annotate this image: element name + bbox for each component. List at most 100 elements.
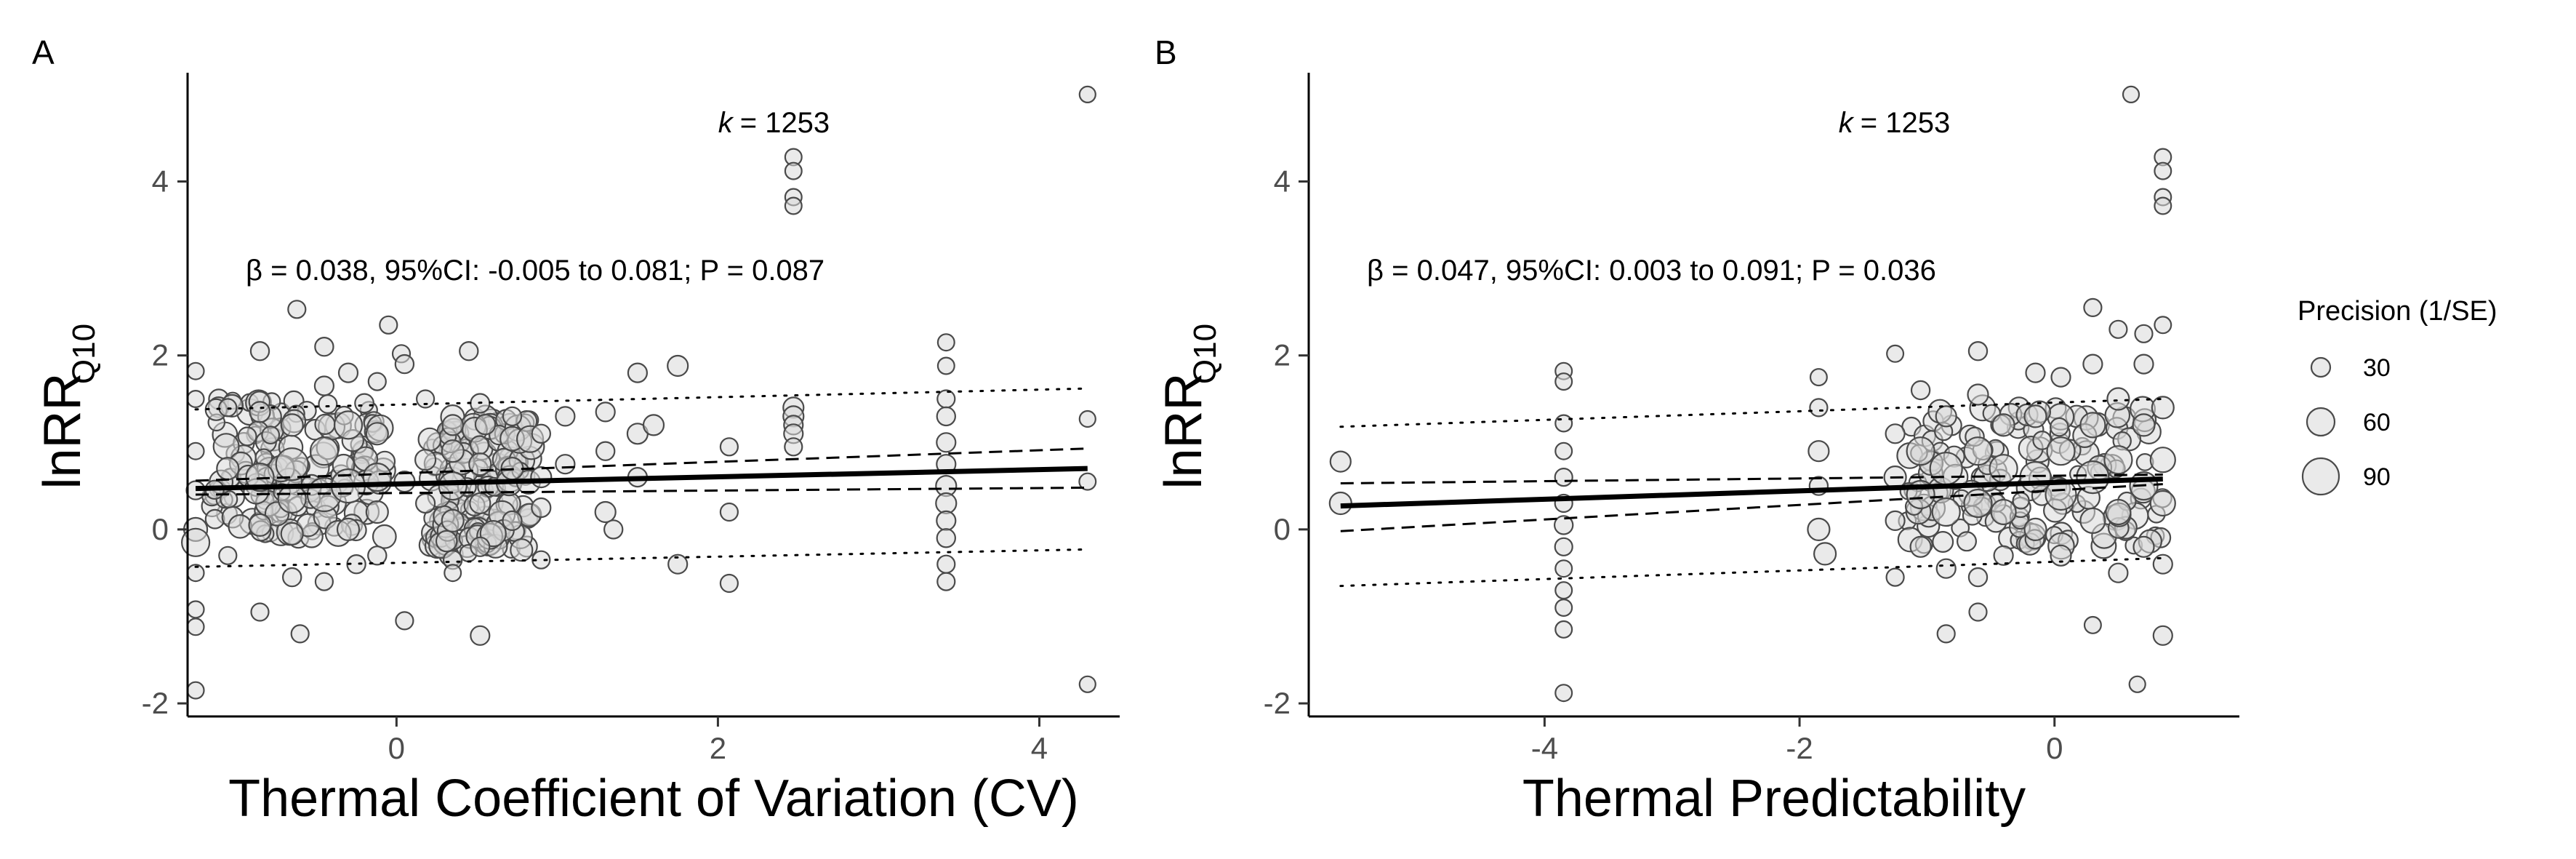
- data-point: [1885, 510, 1906, 532]
- x-tick-label: 0: [388, 731, 405, 765]
- data-point: [2012, 492, 2030, 510]
- data-point: [2019, 460, 2052, 494]
- data-point: [365, 422, 389, 446]
- data-point: [1554, 537, 1573, 556]
- data-point: [186, 442, 205, 460]
- panel-letter: A: [32, 33, 55, 71]
- x-tick-label: 4: [1031, 731, 1048, 765]
- data-point: [595, 441, 616, 461]
- confidence-interval-upper: [195, 447, 1088, 482]
- data-point: [470, 625, 491, 646]
- data-point: [1936, 624, 1956, 644]
- data-point: [2132, 413, 2156, 437]
- data-point: [594, 500, 617, 524]
- data-point: [414, 449, 437, 471]
- data-point: [1078, 675, 1096, 693]
- data-point: [469, 492, 491, 515]
- data-point: [469, 435, 489, 455]
- data-point: [936, 333, 955, 352]
- data-point: [1554, 598, 1573, 617]
- data-point: [309, 436, 339, 466]
- y-axis-title-main: lnRR: [1155, 372, 1213, 489]
- data-point: [2050, 367, 2071, 388]
- data-point: [784, 437, 803, 457]
- stats-annotation: β = 0.038, 95%CI: -0.005 to 0.081; P = 0…: [246, 255, 824, 287]
- y-tick-label: -2: [1264, 686, 1291, 720]
- data-point: [249, 341, 270, 361]
- y-tick-label: 2: [152, 338, 169, 372]
- data-point: [1957, 531, 1978, 552]
- data-point: [719, 573, 739, 594]
- y-axis-title-subscript: Q10: [1187, 324, 1223, 384]
- data-point: [1078, 472, 1097, 491]
- data-point: [2106, 387, 2130, 411]
- data-point: [502, 510, 523, 532]
- data-point: [1906, 436, 1935, 466]
- data-point: [555, 406, 576, 427]
- data-point: [2076, 460, 2110, 495]
- data-point: [2149, 490, 2176, 517]
- x-axis-title: Thermal Coefficient of Variation (CV): [228, 770, 1079, 828]
- data-point: [1963, 436, 1993, 466]
- y-tick-label: 0: [152, 512, 169, 546]
- data-point: [2133, 353, 2154, 375]
- data-point: [1885, 423, 1906, 444]
- data-point: [531, 497, 552, 519]
- data-point: [2151, 396, 2175, 420]
- data-point: [2108, 319, 2128, 339]
- legend-label: 90: [2363, 463, 2391, 491]
- k-annotation: k = 1253: [1839, 107, 1950, 139]
- data-point: [595, 401, 616, 423]
- x-tick-label: -2: [1786, 731, 1813, 765]
- data-point: [1813, 542, 1837, 566]
- data-point: [2108, 562, 2129, 583]
- data-point: [936, 528, 957, 548]
- data-point: [936, 432, 957, 453]
- data-point: [216, 457, 240, 481]
- data-point: [277, 484, 307, 514]
- data-point: [2050, 544, 2072, 567]
- k-value: = 1253: [1861, 107, 1950, 139]
- data-point: [470, 536, 491, 557]
- k-label: k: [718, 107, 734, 139]
- data-point: [218, 546, 238, 565]
- data-point: [1931, 497, 1961, 527]
- data-point: [186, 681, 205, 700]
- data-point: [510, 538, 534, 562]
- data-point: [261, 425, 281, 444]
- data-point: [1932, 530, 1954, 553]
- data-point: [1554, 467, 1573, 487]
- data-point: [667, 354, 689, 377]
- data-point: [530, 466, 553, 489]
- data-point: [438, 471, 468, 501]
- data-point: [1967, 567, 1989, 588]
- y-tick-label: -2: [142, 686, 169, 720]
- data-point: [336, 517, 361, 542]
- data-point: [1554, 442, 1573, 460]
- stats-annotation: β = 0.047, 95%CI: 0.003 to 0.091; P = 0.…: [1367, 255, 1936, 287]
- x-axis-title: Thermal Predictability: [1522, 770, 2026, 828]
- legend-label: 60: [2363, 409, 2391, 436]
- data-point: [318, 393, 338, 414]
- data-point: [2023, 404, 2047, 428]
- data-point: [395, 611, 414, 631]
- data-point: [314, 337, 334, 357]
- data-point: [186, 361, 205, 380]
- data-point: [627, 362, 649, 383]
- data-point: [936, 389, 956, 409]
- data-point: [1990, 498, 2017, 526]
- data-point: [280, 522, 304, 546]
- data-point: [555, 454, 576, 475]
- legend-symbol: [2310, 356, 2332, 378]
- data-point: [1935, 405, 1957, 428]
- confidence-interval-lower: [1340, 483, 2163, 532]
- data-point: [2046, 436, 2076, 466]
- data-point: [468, 452, 492, 476]
- data-point: [1967, 383, 1989, 406]
- data-point: [719, 437, 739, 457]
- data-point: [936, 572, 956, 591]
- data-point: [1807, 517, 1831, 542]
- data-point: [314, 413, 336, 436]
